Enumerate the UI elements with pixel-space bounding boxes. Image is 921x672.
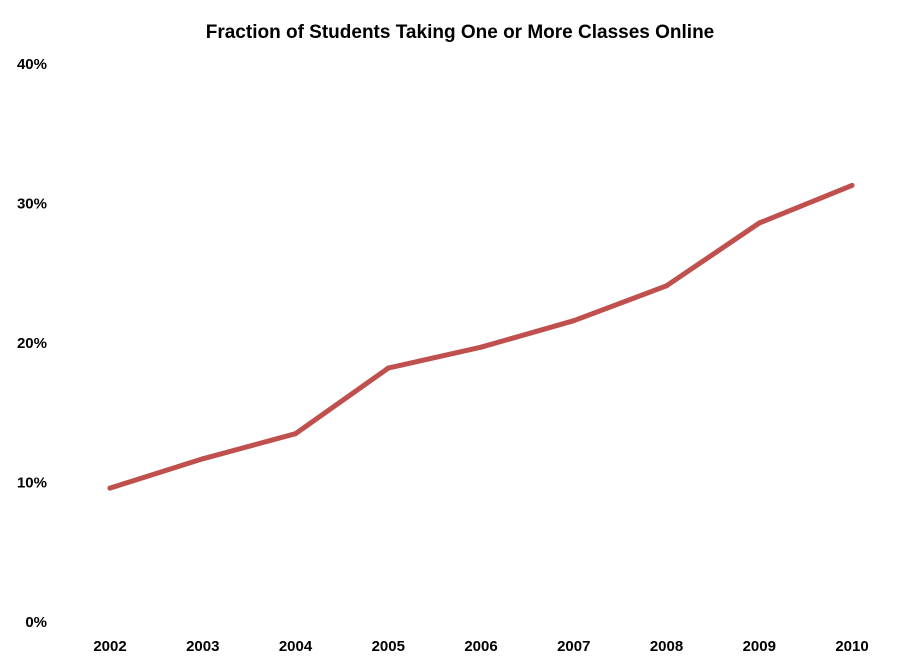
- data-point: [571, 318, 577, 324]
- x-axis-tick-labels: 2002 2003 2004 2005 2006 2007 2008 2009 2010: [93, 638, 868, 655]
- plot-area: [107, 182, 855, 491]
- x-tick-label: 2010: [835, 638, 868, 655]
- series-line: [107, 182, 855, 491]
- y-tick-label: 30%: [17, 196, 47, 213]
- x-tick-label: 2002: [93, 638, 126, 655]
- x-tick-label: 2006: [464, 638, 497, 655]
- x-tick-label: 2008: [650, 638, 683, 655]
- data-point: [107, 485, 113, 491]
- chart-title: Fraction of Students Taking One or More …: [206, 22, 715, 43]
- y-tick-label: 40%: [17, 56, 47, 73]
- y-tick-label: 0%: [25, 614, 47, 631]
- data-point: [385, 365, 391, 371]
- x-tick-label: 2007: [557, 638, 590, 655]
- x-tick-label: 2009: [743, 638, 776, 655]
- data-point: [849, 182, 855, 188]
- data-point: [756, 220, 762, 226]
- y-axis-tick-labels: 0% 10% 20% 30% 40%: [17, 56, 47, 631]
- x-tick-label: 2005: [372, 638, 405, 655]
- data-point: [200, 456, 206, 462]
- x-tick-label: 2004: [279, 638, 313, 655]
- y-tick-label: 20%: [17, 335, 47, 352]
- data-point: [293, 431, 298, 437]
- data-point: [664, 283, 669, 289]
- x-tick-label: 2003: [186, 638, 219, 655]
- y-tick-label: 10%: [17, 475, 47, 492]
- data-point: [478, 344, 484, 350]
